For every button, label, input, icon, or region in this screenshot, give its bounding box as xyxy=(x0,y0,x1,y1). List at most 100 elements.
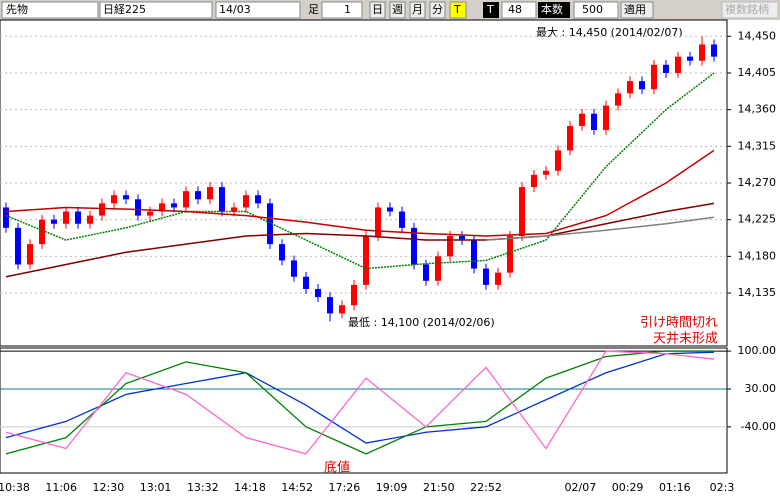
note: 引け時間切れ xyxy=(640,316,718,331)
candle-body xyxy=(111,195,117,204)
y-tick-label: 14,225 xyxy=(738,213,777,226)
toolbar-text: T xyxy=(486,3,494,16)
candle-body xyxy=(519,187,525,236)
toolbar-text: 適用 xyxy=(624,2,646,16)
candle-body xyxy=(435,256,441,281)
toolbar-text: T xyxy=(453,3,461,16)
min-label: 最低 : 14,100 (2014/02/06) xyxy=(348,316,495,329)
candle-body xyxy=(507,235,513,273)
series-line xyxy=(5,202,715,278)
oscillator-panel xyxy=(0,347,728,474)
candle-body xyxy=(471,240,477,269)
candle-body xyxy=(627,81,633,94)
label xyxy=(538,2,570,18)
candle-body xyxy=(651,64,657,90)
candle-body xyxy=(87,215,93,224)
max-label: 最大 : 14,450 (2014/02/07) xyxy=(536,25,683,39)
candle-body xyxy=(243,195,249,208)
y-tick-label: 14,270 xyxy=(738,176,777,189)
candle-body xyxy=(63,211,69,224)
x-tick-label: 00:29 xyxy=(612,481,644,494)
button[interactable] xyxy=(449,1,467,19)
x-tick-label: 14:18 xyxy=(234,481,266,494)
candle-body xyxy=(483,268,489,285)
candle-body xyxy=(147,211,153,216)
candle-body xyxy=(663,64,669,73)
button[interactable] xyxy=(483,2,499,18)
button[interactable] xyxy=(429,1,446,19)
toolbar-text: 500 xyxy=(582,3,603,16)
toolbar-text: 先物 xyxy=(6,2,28,16)
candle-body xyxy=(159,203,165,212)
x-tick-label: 01:16 xyxy=(659,481,691,494)
x-tick-label: 21:50 xyxy=(423,481,455,494)
x-tick-label: 13:32 xyxy=(187,481,219,494)
spinner[interactable] xyxy=(573,1,619,19)
candle-body xyxy=(543,170,549,175)
series-line xyxy=(5,72,715,270)
note: 天井未形成 xyxy=(653,332,718,347)
candle-body xyxy=(219,187,225,212)
button[interactable] xyxy=(620,1,654,19)
main-panel xyxy=(0,19,728,347)
x-tick-label: 12:30 xyxy=(93,481,125,494)
candle-body xyxy=(399,211,405,228)
candle-body xyxy=(279,244,285,261)
candle-body xyxy=(315,288,321,298)
candle-body xyxy=(555,150,561,171)
toolbar-text: 14/03 xyxy=(219,3,251,16)
toolbar-text: 週 xyxy=(392,3,403,16)
candle-body xyxy=(579,113,585,126)
toolbar-text: 分 xyxy=(432,3,443,16)
candle-body xyxy=(447,235,453,257)
dropdown[interactable] xyxy=(99,1,213,19)
toolbar-text: 1 xyxy=(344,3,351,16)
x-tick-label: 22:52 xyxy=(470,481,502,494)
series-line xyxy=(5,350,715,455)
candle-body xyxy=(699,44,705,61)
spinner[interactable] xyxy=(501,1,537,19)
dropdown[interactable] xyxy=(215,1,301,19)
candle-body xyxy=(387,207,393,212)
candle-body xyxy=(363,235,369,285)
toolbar-text: 足 xyxy=(308,3,319,16)
toolbar-text: 日 xyxy=(372,3,383,16)
x-tick-label: 02:3 xyxy=(710,481,735,494)
y-tick-label: 14,135 xyxy=(738,286,777,299)
button[interactable] xyxy=(389,1,406,19)
y-tick-label: 14,315 xyxy=(738,139,777,152)
x-tick-label: 19:09 xyxy=(376,481,408,494)
x-tick-label: 17:26 xyxy=(329,481,361,494)
candle-body xyxy=(195,191,201,200)
candle-body xyxy=(267,203,273,245)
toolbar-text: 複数銘柄 xyxy=(725,2,769,16)
candle-body xyxy=(15,227,21,265)
candle-body xyxy=(423,264,429,281)
y-tick-label: -40.00 xyxy=(741,420,776,433)
x-tick-label: 02/07 xyxy=(565,481,597,494)
candle-body xyxy=(603,105,609,131)
candle-body xyxy=(291,260,297,277)
series-line xyxy=(5,149,715,237)
button[interactable] xyxy=(369,1,386,19)
candle-body xyxy=(459,235,465,241)
y-tick-label: 100.00 xyxy=(738,344,777,357)
candle-body xyxy=(207,187,213,200)
series-line xyxy=(5,351,715,444)
candle-body xyxy=(375,207,381,236)
y-tick-label: 14,405 xyxy=(738,66,777,79)
spinner[interactable] xyxy=(321,1,363,19)
candle-body xyxy=(51,219,57,224)
toolbar-text: 48 xyxy=(508,3,522,16)
toolbar-text: 本数 xyxy=(541,2,563,16)
candle-body xyxy=(3,207,9,228)
button[interactable] xyxy=(721,1,779,19)
button[interactable] xyxy=(409,1,426,19)
candle-body xyxy=(171,203,177,208)
y-tick-label: 14,180 xyxy=(738,249,777,262)
candle-body xyxy=(255,195,261,204)
candle-body xyxy=(531,174,537,188)
dropdown[interactable] xyxy=(1,1,99,19)
candle-body xyxy=(639,81,645,90)
